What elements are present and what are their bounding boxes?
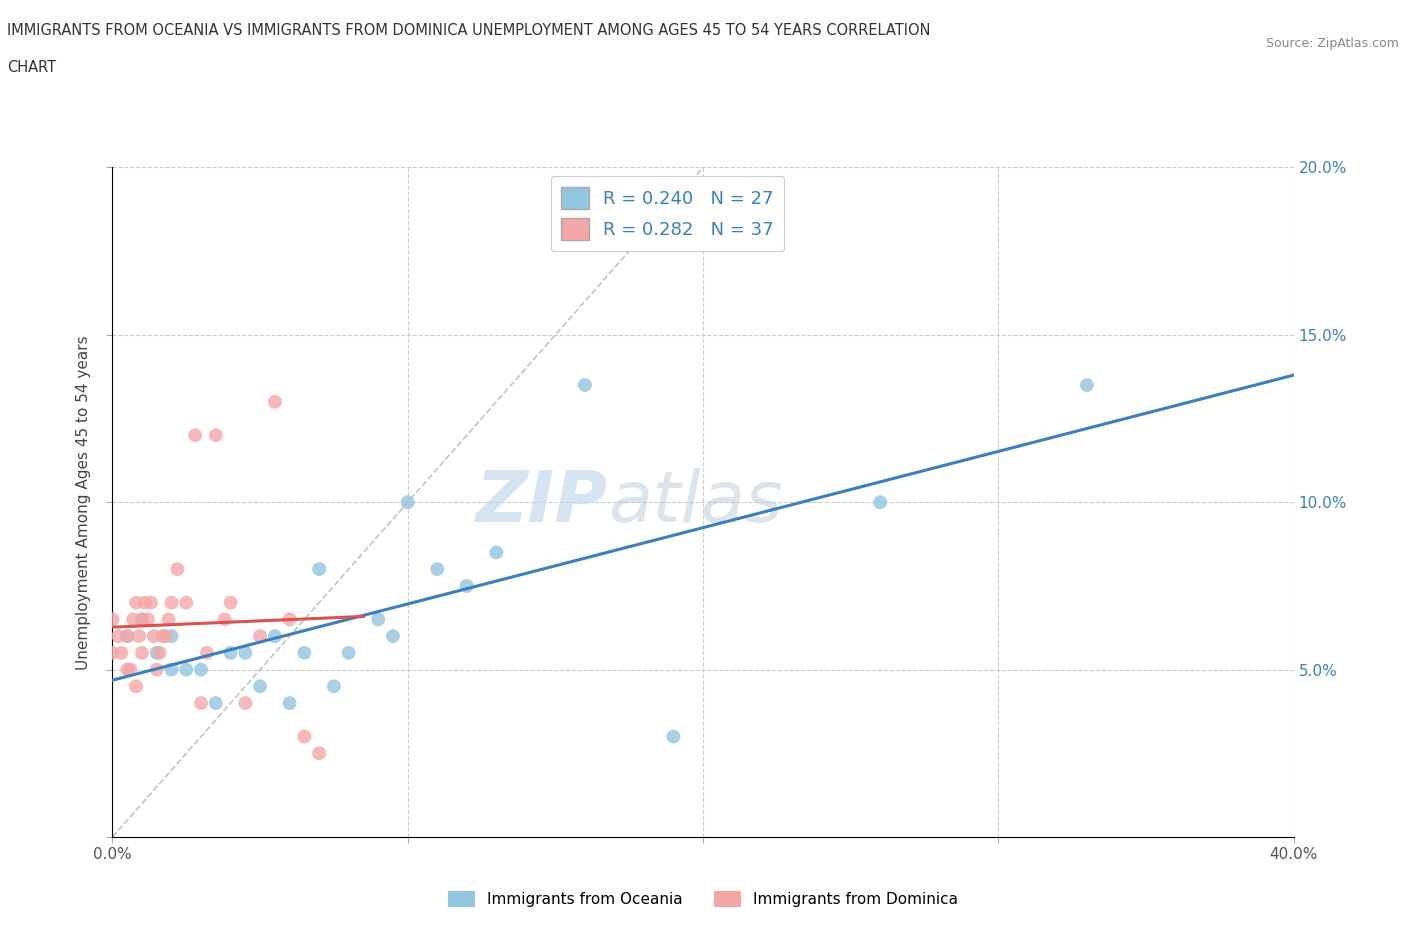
Point (233, 696, 256, 711)
Point (869, 495, 891, 510)
Point (456, 578, 478, 593)
Point (292, 645, 315, 660)
Point (426, 562, 449, 577)
Legend: Immigrants from Oceania, Immigrants from Dominica: Immigrants from Oceania, Immigrants from… (441, 884, 965, 913)
Point (160, 662, 183, 677)
Point (249, 629, 271, 644)
Point (142, 629, 165, 644)
Point (195, 645, 218, 660)
Point (278, 612, 301, 627)
Point (131, 645, 153, 660)
Point (249, 679, 271, 694)
Point (146, 662, 169, 677)
Point (125, 679, 148, 694)
Text: CHART: CHART (7, 60, 56, 75)
Point (155, 629, 177, 644)
Point (337, 645, 360, 660)
Point (146, 645, 169, 660)
Point (367, 612, 389, 627)
Point (122, 612, 145, 627)
Point (1076, 378, 1098, 392)
Point (149, 645, 172, 660)
Point (233, 645, 256, 660)
Point (219, 645, 242, 660)
Point (110, 645, 132, 660)
Point (157, 612, 180, 627)
Point (205, 696, 228, 711)
Point (125, 595, 148, 610)
Point (101, 612, 124, 627)
Point (205, 428, 228, 443)
Point (574, 378, 596, 392)
Point (101, 645, 124, 660)
Point (134, 595, 156, 610)
Point (136, 612, 159, 627)
Point (120, 662, 142, 677)
Point (219, 595, 242, 610)
Y-axis label: Unemployment Among Ages 45 to 54 years: Unemployment Among Ages 45 to 54 years (76, 335, 91, 670)
Point (174, 662, 197, 677)
Point (166, 562, 188, 577)
Point (278, 696, 301, 711)
Point (190, 696, 212, 711)
Point (308, 562, 330, 577)
Point (396, 495, 419, 510)
Point (117, 662, 138, 677)
Point (117, 629, 138, 644)
Point (190, 662, 212, 677)
Point (160, 629, 183, 644)
Point (662, 729, 685, 744)
Text: Source: ZipAtlas.com: Source: ZipAtlas.com (1265, 37, 1399, 50)
Text: IMMIGRANTS FROM OCEANIA VS IMMIGRANTS FROM DOMINICA UNEMPLOYMENT AMONG AGES 45 T: IMMIGRANTS FROM OCEANIA VS IMMIGRANTS FR… (7, 23, 931, 38)
Point (107, 629, 129, 644)
Text: ZIP: ZIP (477, 468, 609, 537)
Point (485, 545, 508, 560)
Legend: R = 0.240   N = 27, R = 0.282   N = 37: R = 0.240 N = 27, R = 0.282 N = 37 (551, 177, 785, 251)
Point (264, 629, 287, 644)
Point (308, 746, 330, 761)
Point (382, 629, 405, 644)
Point (131, 612, 153, 627)
Point (184, 428, 207, 443)
Point (160, 595, 183, 610)
Text: atlas: atlas (609, 468, 783, 537)
Point (292, 729, 315, 744)
Point (323, 679, 346, 694)
Point (214, 612, 236, 627)
Point (152, 629, 174, 644)
Point (131, 612, 153, 627)
Point (264, 394, 287, 409)
Point (139, 595, 162, 610)
Point (128, 629, 150, 644)
Point (174, 595, 197, 610)
Point (117, 629, 138, 644)
